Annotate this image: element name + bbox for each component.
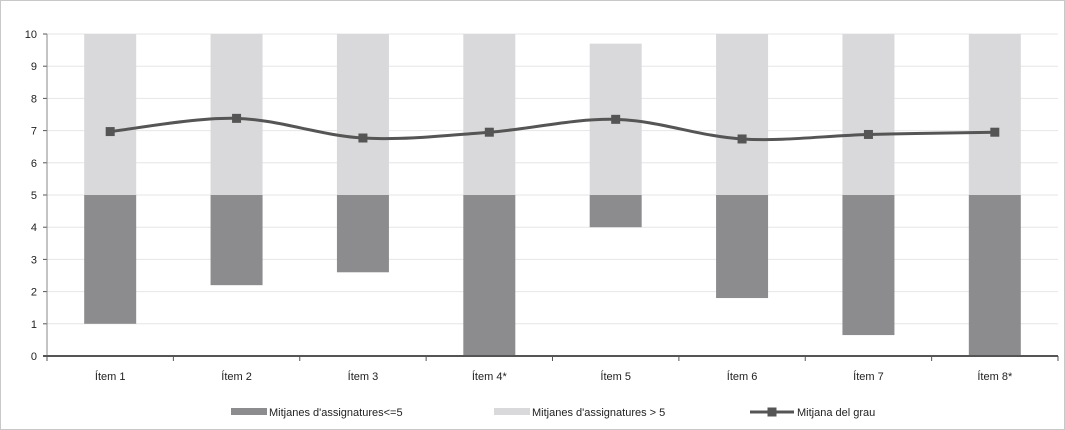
y-tick-label: 8 [31, 93, 37, 105]
x-tick-label: Ítem 2 [221, 370, 252, 383]
bar-low-8 [968, 195, 1021, 356]
x-tick-label: Ítem 8* [977, 370, 1013, 383]
line-point-4 [484, 127, 494, 137]
y-tick-label: 6 [31, 158, 37, 170]
x-tick-label: Ítem 5 [600, 370, 631, 383]
line-point-8 [990, 127, 1000, 137]
legend-layer: Mitjanes d'assignatures<=5 Mitjanes d'ass… [231, 407, 875, 419]
line-point-2 [232, 113, 242, 123]
bar-high-8 [968, 34, 1021, 195]
series-line-mitjana-del-grau [110, 116, 995, 142]
x-tick-label: Ítem 3 [348, 370, 379, 383]
legend-swatch-marker [767, 407, 777, 417]
bar-low-4 [463, 195, 516, 356]
y-tick-label: 9 [31, 61, 37, 73]
bar-high-1 [84, 34, 137, 195]
axis-layer: 0 1 2 3 4 5 6 7 8 9 10 Ítem 1 Ítem 2 Ítem 3 Ítem 4* Íte… [25, 29, 1059, 383]
y-tick-label: 2 [31, 287, 37, 299]
line-point-1 [105, 127, 115, 137]
line-point-7 [863, 129, 873, 139]
x-tick-label: Ítem 6 [727, 370, 758, 383]
bar-low-6 [716, 195, 769, 299]
y-tick-label: 10 [25, 29, 37, 41]
y-tick-label: 4 [31, 222, 37, 234]
bar-low-1 [84, 195, 137, 324]
y-tick-label: 3 [31, 254, 37, 266]
bar-low-2 [210, 195, 263, 286]
y-tick-label: 7 [31, 126, 37, 138]
line-point-6 [737, 134, 747, 144]
line-layer [105, 113, 1000, 144]
x-tick-label: Ítem 1 [95, 370, 126, 383]
y-tick-label: 1 [31, 319, 37, 331]
bar-high-6 [716, 34, 769, 195]
line-point-5 [611, 114, 621, 124]
x-tick-label: Ítem 4* [472, 370, 508, 383]
legend-label-line: Mitjana del grau [797, 407, 875, 419]
bar-low-5 [589, 195, 642, 228]
bar-high-4 [463, 34, 516, 195]
line-point-3 [358, 133, 368, 143]
bar-low-7 [842, 195, 895, 336]
legend-label-high: Mitjanes d'assignatures > 5 [532, 407, 665, 419]
legend-swatch-high [494, 408, 530, 415]
bar-layer [84, 34, 1021, 356]
legend-swatch-low [231, 408, 267, 415]
legend-label-low: Mitjanes d'assignatures<=5 [269, 407, 403, 419]
x-tick-label: Ítem 7 [853, 370, 884, 383]
bar-high-7 [842, 34, 895, 195]
y-tick-label: 0 [31, 351, 37, 363]
y-tick-label: 5 [31, 190, 37, 202]
bar-low-3 [336, 195, 389, 273]
grid-layer [47, 33, 1058, 325]
bar-high-3 [336, 34, 389, 195]
